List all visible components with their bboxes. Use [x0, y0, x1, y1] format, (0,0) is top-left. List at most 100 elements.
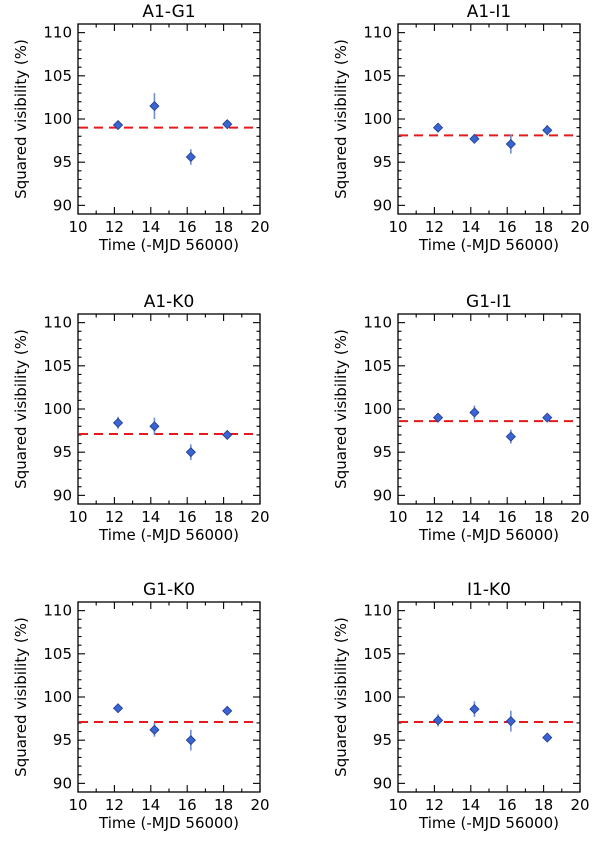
data-point: [112, 417, 124, 428]
x-tick-label: 18: [534, 218, 553, 236]
x-tick-label: 12: [105, 218, 124, 236]
data-point: [149, 421, 160, 432]
y-tick-label: 110: [43, 602, 72, 620]
x-tick-label: 14: [141, 796, 160, 814]
plot-frame: [77, 23, 261, 215]
data-point: [542, 412, 553, 423]
data-point: [505, 716, 516, 727]
x-tick-label: 16: [498, 218, 517, 236]
x-tick-label: 10: [388, 508, 407, 526]
chart-panel-a1-g1: A1-G1 10 12 14 16 18 20 90 95 100 105 110 Time (-MJD…: [12, 2, 270, 254]
y-axis-label: Squared visibility (%): [332, 39, 350, 199]
y-axis-label: Squared visibility (%): [12, 39, 30, 199]
x-tick-label: 20: [250, 796, 269, 814]
x-axis-label: Time (-MJD 56000): [418, 526, 559, 544]
y-tick-label: 90: [373, 774, 392, 792]
y-tick-label: 95: [53, 731, 72, 749]
plot-frame: [77, 601, 261, 793]
y-tick-label: 105: [363, 645, 392, 663]
x-axis-label: Time (-MJD 56000): [98, 526, 239, 544]
plot-frame: [77, 313, 261, 505]
x-tick-label: 16: [178, 796, 197, 814]
x-tick-label: 10: [68, 796, 87, 814]
y-axis-label: Squared visibility (%): [12, 617, 30, 777]
x-tick-label: 20: [250, 218, 269, 236]
x-tick-label: 18: [534, 508, 553, 526]
y-tick-label: 95: [373, 731, 392, 749]
x-axis-label: Time (-MJD 56000): [418, 814, 559, 832]
data-point: [432, 715, 444, 726]
data-point: [469, 133, 480, 144]
y-tick-label: 110: [43, 24, 72, 42]
y-tick-label: 95: [53, 153, 72, 171]
x-tick-label: 16: [498, 796, 517, 814]
data-point: [469, 704, 480, 715]
y-tick-label: 105: [43, 357, 72, 375]
data-point: [185, 151, 196, 163]
x-tick-label: 20: [250, 508, 269, 526]
y-tick-label: 105: [363, 67, 392, 85]
y-axis-label: Squared visibility (%): [332, 617, 350, 777]
y-tick-label: 100: [43, 688, 72, 706]
y-tick-label: 95: [373, 443, 392, 461]
chart-panel-g1-i1: G1-I1 10 12 14 16 18 20 90 95 100 105 110 Time (-MJD…: [332, 292, 590, 544]
x-tick-label: 16: [178, 218, 197, 236]
x-tick-label: 20: [570, 796, 589, 814]
panel-title: A1-G1: [142, 2, 195, 22]
x-tick-label: 12: [105, 508, 124, 526]
data-point: [542, 732, 553, 743]
data-point: [222, 429, 233, 440]
y-tick-label: 100: [363, 688, 392, 706]
y-tick-label: 95: [373, 153, 392, 171]
x-tick-label: 18: [534, 796, 553, 814]
panel-title: G1-I1: [466, 292, 512, 312]
y-tick-label: 110: [43, 314, 72, 332]
data-point: [222, 119, 233, 130]
x-axis-label: Time (-MJD 56000): [98, 236, 239, 254]
chart-panel-g1-k0: G1-K0 10 12 14 16 18 20 90 95 100 105 110 Time (-MJD…: [12, 580, 270, 832]
x-tick-label: 14: [141, 508, 160, 526]
y-tick-label: 105: [363, 357, 392, 375]
x-tick-label: 20: [570, 218, 589, 236]
data-point: [185, 447, 196, 458]
data-point: [542, 125, 553, 136]
data-point: [112, 703, 124, 714]
y-tick-label: 105: [43, 645, 72, 663]
plot-frame: [397, 601, 581, 793]
data-point: [222, 705, 233, 716]
y-tick-label: 100: [43, 110, 72, 128]
data-point: [149, 724, 160, 735]
x-axis-label: Time (-MJD 56000): [418, 236, 559, 254]
plot-frame: [397, 23, 581, 215]
plot-frame: [397, 313, 581, 505]
x-axis-label: Time (-MJD 56000): [98, 814, 239, 832]
x-tick-label: 12: [425, 796, 444, 814]
y-tick-label: 100: [43, 400, 72, 418]
chart-panel-a1-i1: A1-I1 10 12 14 16 18 20 90 95 100 105 110 Time (-MJD…: [332, 2, 590, 254]
x-tick-label: 18: [214, 796, 233, 814]
x-tick-label: 14: [461, 218, 480, 236]
data-point: [432, 122, 444, 133]
x-tick-label: 16: [178, 508, 197, 526]
x-tick-label: 12: [105, 796, 124, 814]
panel-title: G1-K0: [143, 580, 195, 600]
x-tick-label: 14: [461, 508, 480, 526]
x-tick-label: 10: [68, 508, 87, 526]
data-point: [432, 412, 444, 423]
x-tick-label: 16: [498, 508, 517, 526]
x-tick-label: 12: [425, 508, 444, 526]
y-tick-label: 95: [53, 443, 72, 461]
data-point: [505, 431, 516, 442]
panel-title: I1-K0: [467, 580, 511, 600]
y-tick-label: 110: [363, 602, 392, 620]
y-tick-label: 110: [363, 314, 392, 332]
data-point: [112, 119, 124, 131]
y-axis-label: Squared visibility (%): [332, 329, 350, 489]
y-axis-label: Squared visibility (%): [12, 329, 30, 489]
y-tick-label: 90: [53, 774, 72, 792]
y-tick-label: 90: [53, 196, 72, 214]
data-point: [149, 100, 160, 112]
y-tick-label: 105: [43, 67, 72, 85]
panel-title: A1-K0: [144, 292, 195, 312]
